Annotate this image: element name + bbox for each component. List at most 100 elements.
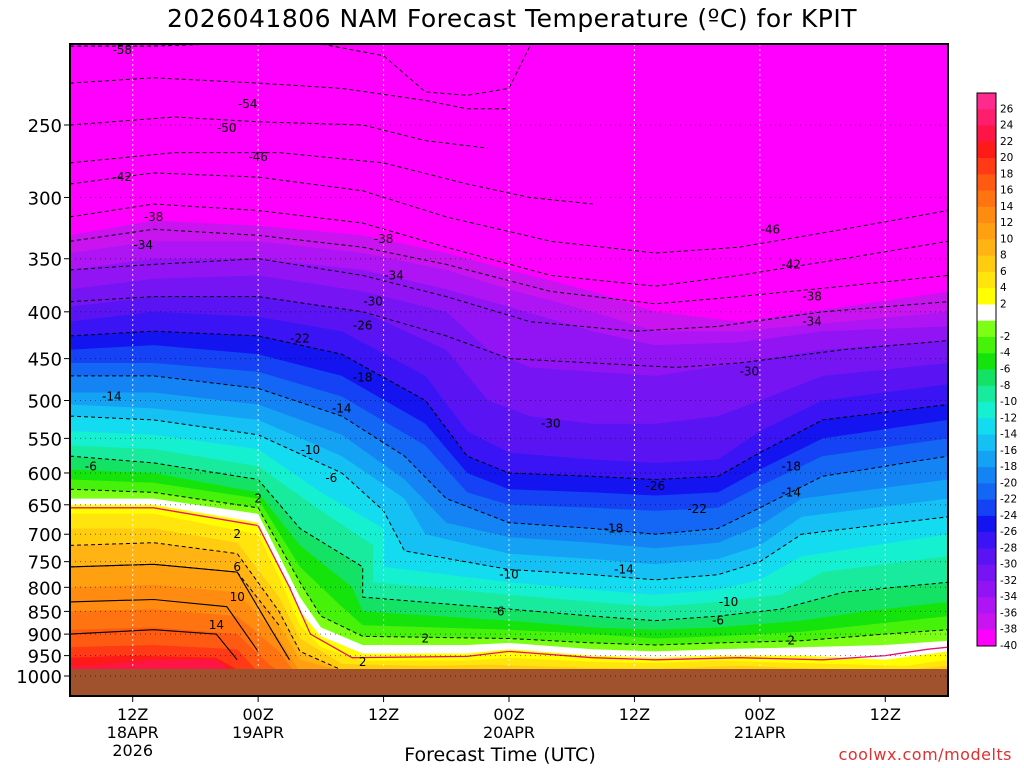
contour-label: -18 bbox=[781, 459, 801, 473]
colorbar-swatch bbox=[977, 580, 996, 598]
contour-label: -58 bbox=[112, 43, 132, 57]
contour-label: -14 bbox=[102, 390, 122, 404]
contour-label: -14 bbox=[332, 401, 352, 415]
colorbar-swatch bbox=[977, 93, 996, 110]
contour-label: -42 bbox=[112, 170, 132, 184]
x-tick-label: 18APR bbox=[107, 723, 159, 742]
contour-label: -10 bbox=[499, 568, 519, 582]
contour-label: 2 bbox=[422, 632, 430, 646]
contour-label: -42 bbox=[781, 257, 801, 271]
colorbar-swatch bbox=[977, 174, 996, 192]
colorbar-label: -30 bbox=[1000, 559, 1017, 571]
x-tick-label: 21APR bbox=[734, 723, 786, 742]
colorbar-swatch bbox=[977, 271, 996, 289]
isotherm-contour-4 bbox=[69, 172, 949, 254]
colorbar-swatch bbox=[977, 597, 996, 614]
y-tick-label: 1000 bbox=[16, 667, 62, 688]
colorbar-label: -16 bbox=[1000, 445, 1017, 457]
colorbar-label: -6 bbox=[1000, 364, 1011, 376]
colorbar-label: 18 bbox=[1000, 168, 1013, 180]
contour-label: -6 bbox=[493, 604, 505, 618]
y-tick-label: 500 bbox=[28, 392, 62, 413]
colorbar-swatch bbox=[977, 564, 996, 582]
colorbar-label: 26 bbox=[1000, 103, 1014, 115]
colorbar-swatch bbox=[977, 499, 996, 517]
contour-label: 6 bbox=[233, 560, 241, 574]
y-tick-label: 950 bbox=[28, 647, 62, 668]
x-tick-label: 00Z bbox=[493, 705, 524, 724]
contour-label: -50 bbox=[217, 121, 237, 135]
colorbar-swatch bbox=[977, 467, 996, 484]
colorbar-label: -38 bbox=[1000, 624, 1017, 636]
colorbar: 26 24 22 20 18 16 14 12 10 8 6 4 2 -2 -4 -6 -8 -10 -12 -14 -… bbox=[976, 92, 1017, 652]
colorbar-swatch bbox=[977, 223, 996, 240]
colorbar-label: -20 bbox=[1000, 477, 1017, 489]
contour-label: -26 bbox=[353, 318, 373, 332]
y-tick-label: 450 bbox=[28, 350, 62, 371]
contour-label: -10 bbox=[719, 595, 739, 609]
colorbar-label: -28 bbox=[1000, 542, 1017, 554]
y-tick-label: 850 bbox=[28, 602, 62, 623]
contour-label: 14 bbox=[209, 618, 224, 632]
colorbar-swatch bbox=[977, 353, 996, 370]
colorbar-swatch bbox=[977, 515, 996, 533]
y-axis: 2503003504004505005506006507007508008509… bbox=[16, 116, 70, 688]
contour-label: -18 bbox=[604, 522, 624, 536]
terrain-ground bbox=[70, 669, 948, 696]
colorbar-label: -40 bbox=[1000, 640, 1017, 652]
contour-label: -26 bbox=[646, 479, 666, 493]
y-tick-label: 400 bbox=[28, 303, 62, 324]
colorbar-swatch bbox=[977, 548, 996, 566]
colorbar-label: 8 bbox=[1000, 250, 1007, 262]
contour-label: -6 bbox=[712, 614, 724, 628]
contour-label: -22 bbox=[687, 502, 707, 516]
colorbar-swatch bbox=[977, 158, 996, 175]
colorbar-swatch bbox=[977, 450, 996, 468]
x-tick-label: 12Z bbox=[368, 705, 399, 724]
warm-contour-1 bbox=[69, 598, 259, 652]
colorbar-label: 24 bbox=[1000, 120, 1014, 132]
colorbar-label: -10 bbox=[1000, 396, 1017, 408]
y-tick-label: 800 bbox=[28, 578, 62, 599]
y-tick-label: 300 bbox=[28, 188, 62, 209]
contour-label: -30 bbox=[740, 365, 760, 379]
contour-label: 2 bbox=[254, 492, 262, 506]
colorbar-label: 16 bbox=[1000, 185, 1014, 197]
colorbar-swatch bbox=[977, 304, 996, 322]
colorbar-swatch bbox=[977, 629, 996, 647]
isotherm-contour-6 bbox=[69, 228, 949, 305]
warm-contour-0 bbox=[69, 563, 290, 661]
colorbar-swatch bbox=[977, 483, 996, 501]
colorbar-label: 10 bbox=[1000, 233, 1013, 245]
contour-label: -14 bbox=[614, 563, 634, 577]
colorbar-swatch bbox=[977, 320, 996, 338]
contour-label: -54 bbox=[238, 97, 258, 111]
contour-label: -46 bbox=[248, 150, 268, 164]
colorbar-swatch bbox=[977, 141, 996, 159]
colorbar-label: 6 bbox=[1000, 266, 1007, 278]
colorbar-swatch bbox=[977, 125, 996, 143]
colorbar-label: -12 bbox=[1000, 412, 1017, 424]
contour-label: -34 bbox=[133, 238, 153, 252]
x-tick-label: 19APR bbox=[232, 723, 284, 742]
y-tick-label: 750 bbox=[28, 553, 62, 574]
isotherm-contour-13 bbox=[69, 488, 949, 646]
isotherm-contour-1 bbox=[69, 77, 509, 110]
grid-lines bbox=[70, 44, 948, 669]
x-tick-label: 12Z bbox=[117, 705, 148, 724]
contour-label: -6 bbox=[325, 471, 337, 485]
contour-label: -30 bbox=[541, 417, 561, 431]
contour-label: 2 bbox=[359, 655, 367, 669]
y-tick-label: 900 bbox=[28, 625, 62, 646]
colorbar-label: -14 bbox=[1000, 429, 1017, 441]
colorbar-label: -24 bbox=[1000, 510, 1017, 522]
colorbar-swatch bbox=[977, 239, 996, 257]
colorbar-label: -26 bbox=[1000, 526, 1017, 538]
contour-label: -34 bbox=[384, 268, 404, 282]
x-tick-label: 00Z bbox=[242, 705, 273, 724]
y-tick-label: 250 bbox=[28, 116, 62, 137]
contour-label: -6 bbox=[85, 459, 97, 473]
contour-label: -38 bbox=[144, 210, 164, 224]
